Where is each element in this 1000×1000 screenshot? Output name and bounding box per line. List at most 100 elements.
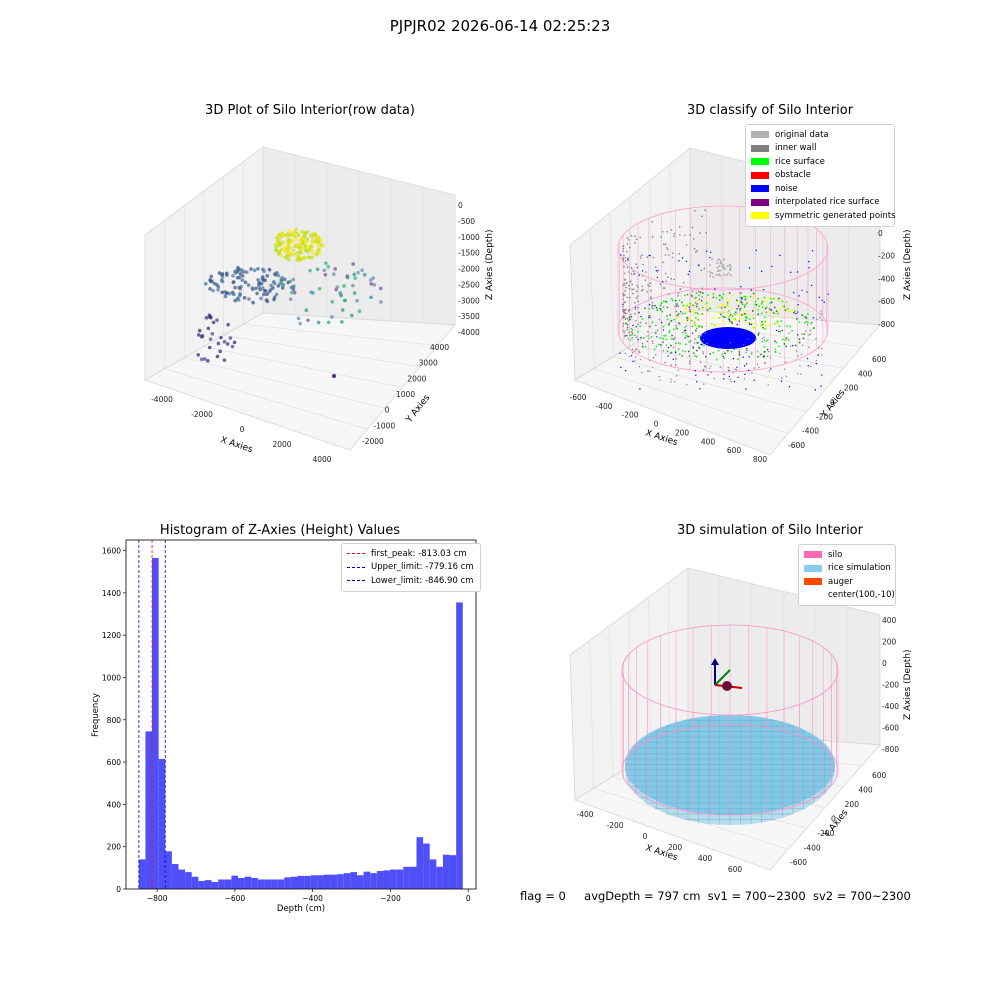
- data-point: [281, 247, 286, 251]
- symmetric-point: [760, 322, 763, 324]
- inner-wall-point: [625, 286, 627, 289]
- data-point: [315, 267, 320, 272]
- inner-wall-point: [649, 296, 652, 298]
- data-point: [296, 250, 300, 255]
- rice-surface-point: [649, 325, 651, 328]
- legend-entry: Lower_limit: -846.90 cm: [347, 574, 475, 588]
- noise-point: [672, 358, 674, 360]
- rice-surface-point: [712, 351, 715, 354]
- histogram-bar: [416, 837, 424, 889]
- symmetric-point: [735, 319, 737, 322]
- noise-point: [742, 356, 744, 358]
- histogram-bar: [456, 602, 463, 889]
- data-point: [276, 284, 281, 288]
- raw-data-x-tick-label: 2000: [272, 440, 291, 449]
- rice-surface-point: [704, 355, 707, 358]
- symmetric-point: [683, 305, 686, 308]
- inner-wall-point: [700, 269, 703, 271]
- inner-wall-point: [647, 284, 649, 286]
- data-point: [206, 326, 211, 331]
- histogram-bar: [231, 875, 238, 889]
- rice-surface-point: [739, 309, 741, 312]
- symmetric-point: [699, 326, 702, 329]
- inner-wall-point: [637, 295, 639, 297]
- gridline: [589, 640, 595, 789]
- inner-wall-point: [648, 337, 650, 340]
- inner-wall-point: [635, 263, 638, 265]
- histogram-bar: [211, 882, 219, 889]
- noise-point: [662, 281, 664, 283]
- inner-wall-point: [785, 375, 788, 378]
- data-point: [286, 257, 291, 262]
- original-point: [728, 263, 731, 266]
- data-point: [289, 245, 294, 250]
- inner-wall-point: [656, 329, 659, 332]
- symmetric-point: [718, 317, 721, 320]
- data-point: [246, 283, 251, 287]
- symmetric-point: [692, 314, 695, 317]
- legend-entry: original data: [751, 128, 889, 142]
- inner-wall-point: [668, 322, 671, 324]
- data-point: [250, 286, 255, 290]
- data-point: [352, 291, 357, 295]
- rice-surface-point: [760, 312, 763, 315]
- legend-entry: center(100,-10): [804, 589, 895, 603]
- raw-data-y-tick-label: 4000: [430, 343, 449, 352]
- legend-line-swatch: [347, 580, 365, 582]
- data-point: [369, 278, 373, 282]
- rice-surface-point: [722, 293, 725, 296]
- data-point: [254, 286, 258, 291]
- gridline: [594, 368, 789, 434]
- symmetric-point: [725, 293, 728, 296]
- rice-surface-point: [701, 325, 703, 328]
- status-flag: flag = 0: [520, 889, 566, 903]
- symmetric-point: [727, 311, 730, 313]
- inner-wall-point: [708, 367, 711, 369]
- simulation-ylabel: Y Axies: [822, 808, 851, 841]
- data-point: [277, 237, 281, 242]
- data-point: [362, 273, 367, 277]
- rice-surface-point: [804, 321, 806, 324]
- raw-data-z-tick-label: -4000: [458, 328, 480, 337]
- inner-wall-point: [679, 234, 681, 236]
- noise-point: [634, 306, 636, 308]
- data-point: [215, 318, 219, 322]
- rice-surface-point: [721, 353, 723, 356]
- noise-point: [630, 355, 633, 357]
- symmetric-point: [710, 300, 713, 303]
- rice-surface-point: [798, 321, 801, 324]
- inner-wall-point: [704, 332, 707, 334]
- rice-surface-point: [648, 307, 651, 310]
- symmetric-point: [789, 310, 792, 313]
- noise-point: [798, 295, 800, 297]
- data-point: [211, 320, 216, 325]
- symmetric-point: [788, 309, 790, 311]
- data-point: [309, 290, 313, 294]
- noise-point: [624, 369, 627, 372]
- legend-label: silo: [828, 549, 843, 560]
- inner-wall-point: [679, 288, 681, 291]
- rice-surface-point: [775, 341, 778, 344]
- data-point: [330, 299, 335, 304]
- noise-point: [695, 374, 697, 376]
- y-tick-label: 1400: [102, 589, 121, 598]
- noise-point: [770, 301, 773, 304]
- rice-surface-point: [741, 303, 744, 306]
- inner-wall-point: [806, 324, 809, 326]
- inner-wall-point: [628, 308, 631, 311]
- inner-wall-point: [689, 340, 692, 342]
- inner-wall-point: [735, 369, 738, 371]
- noise-point: [827, 293, 829, 295]
- rice-surface-point: [730, 350, 733, 353]
- inner-wall-point: [663, 335, 665, 337]
- histogram-bar: [317, 875, 324, 889]
- noise-point: [620, 366, 622, 369]
- simulation-y-tick-label: 400: [858, 786, 873, 795]
- inner-wall-point: [703, 365, 706, 367]
- inner-wall-point: [820, 354, 823, 356]
- data-point: [292, 234, 297, 238]
- raw-data-x-tick-label: -4000: [151, 395, 173, 404]
- raw-data-x-tick-label: 0: [240, 425, 245, 434]
- inner-wall-point: [677, 348, 680, 350]
- rice-surface-point: [630, 315, 633, 318]
